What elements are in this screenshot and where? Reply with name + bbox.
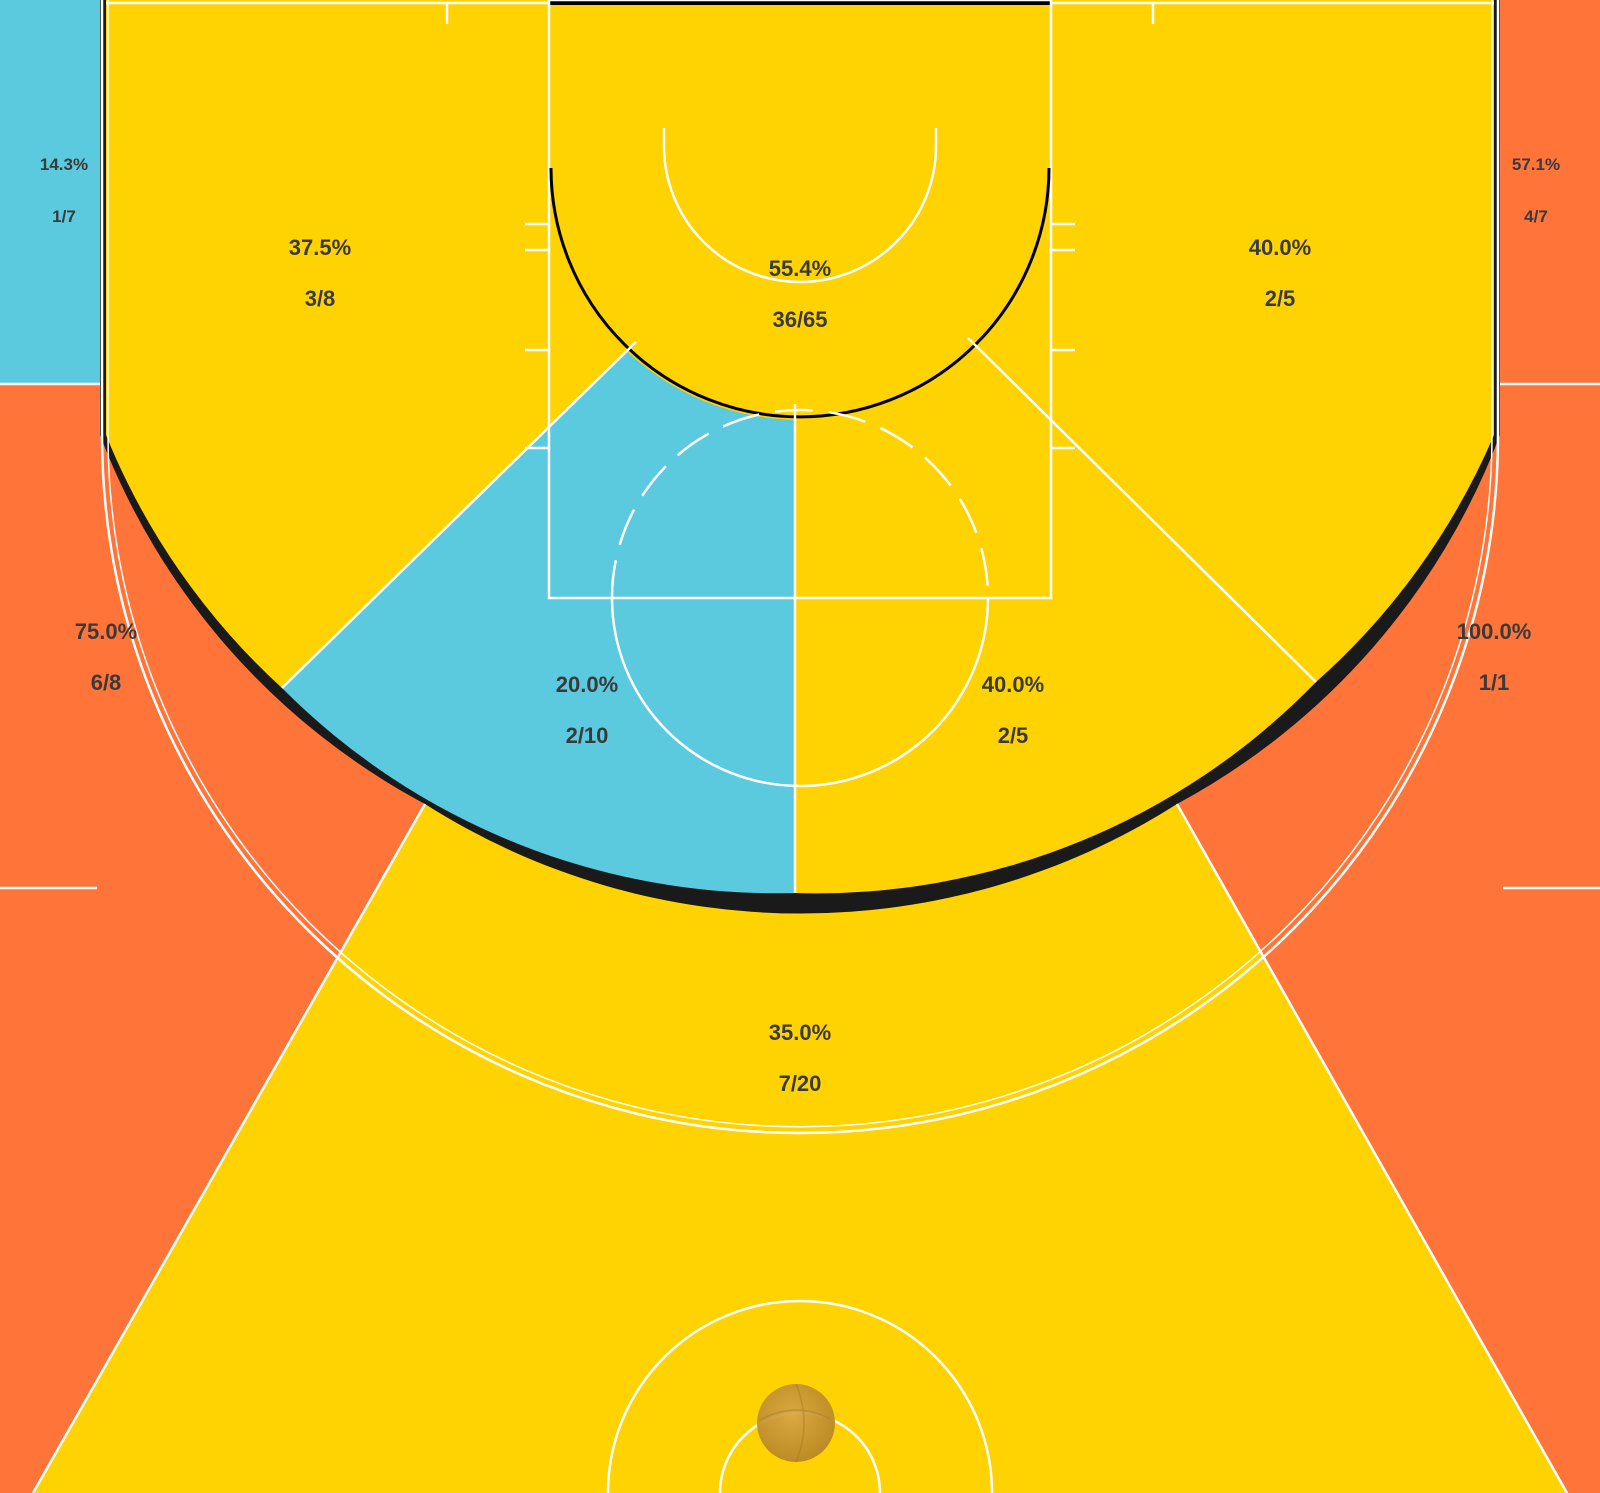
label-right-baseline-mid-pct: 40.0% (1249, 235, 1311, 260)
free-throw-circle-top (610, 408, 990, 599)
label-left-corner-three-frac: 1/7 (52, 207, 76, 226)
label-right-corner-three-pct: 57.1% (1512, 155, 1560, 174)
zone-top-of-key-three[interactable] (33, 804, 1567, 1493)
label-left-corner-three-pct: 14.3% (40, 155, 88, 174)
zone-left-elbow-mid[interactable] (282, 342, 795, 894)
label-right-wing-three-frac: 1/1 (1479, 670, 1510, 695)
label-right-wing-three-pct: 100.0% (1457, 619, 1532, 644)
backboard-edge (549, 0, 1051, 5)
label-right-elbow-mid-pct: 40.0% (982, 672, 1044, 697)
zone-left-baseline-mid[interactable] (106, 0, 636, 688)
three-point-line (100, 0, 1500, 1135)
lane-arc (549, 167, 1051, 419)
free-throw-lane (547, 0, 1053, 600)
label-right-baseline-mid-frac: 2/5 (1265, 286, 1296, 311)
label-restricted-area-pct: 55.4% (769, 256, 831, 281)
zone-labels: 14.3% 1/7 57.1% 4/7 37.5% 3/8 40.0% 2/5 … (40, 155, 1560, 1096)
label-right-elbow-mid-frac: 2/5 (998, 723, 1029, 748)
label-left-wing-three-pct: 75.0% (75, 619, 137, 644)
ball-icon (757, 1383, 835, 1463)
zone-right-elbow-mid[interactable] (795, 338, 1316, 894)
center-circle-outer (606, 1299, 994, 1493)
restricted-area-arc (662, 128, 938, 284)
zone-divider-left-wing (31, 803, 427, 1493)
free-throw-circle-bottom (610, 597, 990, 788)
zone-restricted-area[interactable] (548, 0, 1052, 420)
zone-right-baseline-mid[interactable] (968, 0, 1494, 682)
zone-left-corner-three[interactable] (0, 0, 100, 384)
three-point-line-inner (107, 0, 1493, 1128)
label-left-elbow-mid-frac: 2/10 (566, 723, 609, 748)
zone-divider-right-wing (1175, 803, 1569, 1493)
zone-right-wing-three[interactable] (1177, 384, 1600, 1493)
zone-divider-right-elbow (967, 337, 1317, 683)
hash-marks-left (525, 222, 549, 450)
label-left-wing-three-frac: 6/8 (91, 670, 122, 695)
label-left-baseline-mid-frac: 3/8 (305, 286, 336, 311)
sideline-ticks (0, 3, 1600, 890)
zone-left-wing-three[interactable] (0, 384, 425, 1493)
zone-divider-left-elbow (281, 341, 637, 689)
label-left-baseline-mid-pct: 37.5% (289, 235, 351, 260)
label-restricted-area-frac: 36/65 (772, 307, 827, 332)
label-right-corner-three-frac: 4/7 (1524, 207, 1548, 226)
zone-right-corner-three[interactable] (1500, 0, 1600, 384)
label-top-of-key-three-frac: 7/20 (779, 1071, 822, 1096)
label-left-elbow-mid-pct: 20.0% (556, 672, 618, 697)
hash-marks-right (1051, 222, 1075, 450)
label-top-of-key-three-pct: 35.0% (769, 1020, 831, 1045)
